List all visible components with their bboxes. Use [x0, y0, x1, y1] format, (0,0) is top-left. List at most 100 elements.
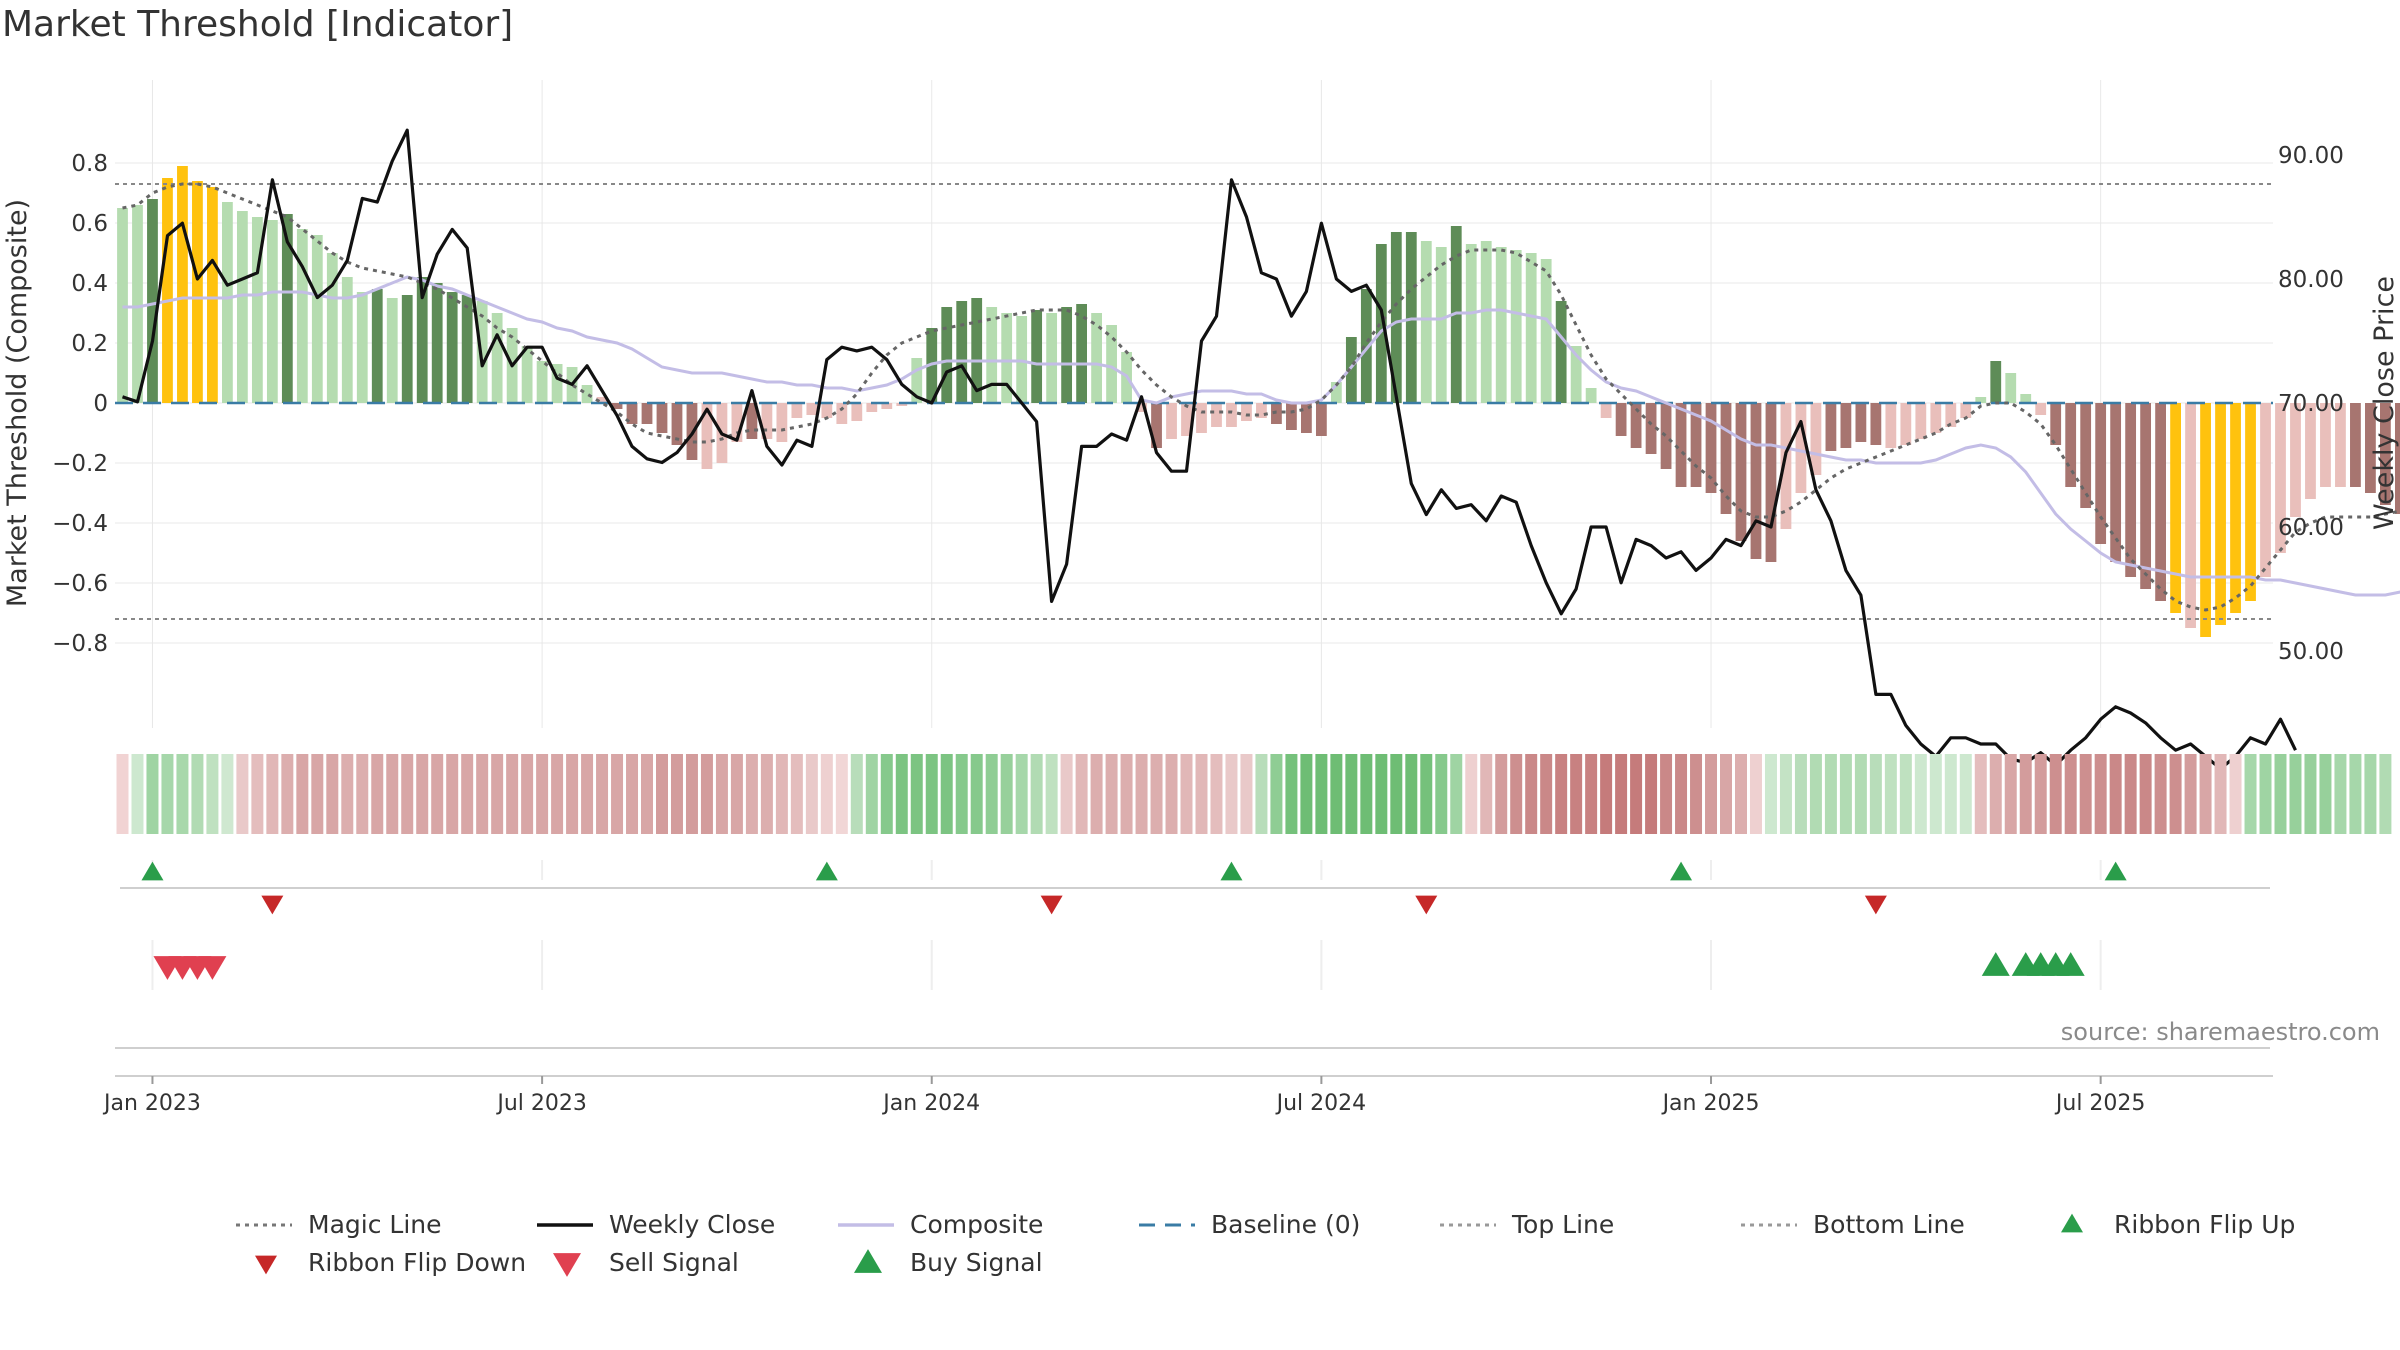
- ribbon-cell: [1225, 754, 1238, 834]
- ribbon-cell: [1270, 754, 1283, 834]
- ribbon-cell: [581, 754, 594, 834]
- composite-bar: [2065, 403, 2077, 487]
- composite-bar: [1810, 403, 1822, 475]
- composite-bar: [1256, 403, 1267, 418]
- composite-bar: [296, 229, 308, 403]
- composite-bar: [1795, 403, 1807, 493]
- ribbon-cell: [1015, 754, 1028, 834]
- ribbon-cell: [2259, 754, 2272, 834]
- ribbon-cell: [1570, 754, 1583, 834]
- ribbon-cell: [1600, 754, 1613, 834]
- ribbon-cell: [641, 754, 654, 834]
- composite-bar: [1975, 397, 1987, 403]
- ribbon-cell: [1615, 754, 1628, 834]
- composite-bar: [1031, 310, 1043, 403]
- ribbon-cell: [491, 754, 504, 834]
- composite-bar: [1076, 304, 1087, 403]
- ribbon-cell: [745, 754, 758, 834]
- ribbon-cell: [970, 754, 983, 834]
- composite-bar: [1780, 403, 1792, 529]
- ribbon-flip-up-marker: [141, 861, 164, 881]
- ribbon-cell: [1465, 754, 1478, 834]
- ribbon-cell: [1989, 754, 2002, 834]
- y-tick-label: 0.8: [71, 151, 108, 177]
- ribbon-cell: [2139, 754, 2152, 834]
- composite-bar: [1151, 403, 1162, 448]
- x-tick-label: Jul 2025: [2054, 1091, 2146, 1116]
- composite-bar: [2290, 403, 2301, 517]
- composite-bar: [1286, 403, 1297, 430]
- ribbon-cell: [1345, 754, 1358, 834]
- ribbon-cell: [655, 754, 668, 834]
- composite-bar: [1525, 253, 1537, 403]
- ribbon-flip-down-marker: [1415, 895, 1438, 915]
- legend-label: Top Line: [1511, 1210, 1614, 1239]
- composite-bar: [1106, 325, 1117, 403]
- composite-line: [122, 275, 2400, 597]
- y2-tick-label: 50.00: [2278, 639, 2344, 665]
- ribbon-cell: [1315, 754, 1328, 834]
- composite-bar: [881, 403, 893, 409]
- ribbon-cell: [2184, 754, 2197, 834]
- ribbon-cell: [2289, 754, 2302, 834]
- legend-label: Buy Signal: [910, 1248, 1043, 1277]
- composite-bar: [1855, 403, 1867, 442]
- y2-tick-label: 80.00: [2278, 267, 2344, 293]
- ribbon-cell: [2379, 754, 2392, 834]
- ribbon-cell: [2169, 754, 2182, 834]
- composite-bar: [311, 235, 323, 403]
- ribbon-cell: [266, 754, 279, 834]
- ribbon-flip-down-marker: [1864, 895, 1887, 915]
- ribbon-cell: [1720, 754, 1733, 834]
- ribbon-cell: [116, 754, 129, 834]
- ribbon-cell: [1779, 754, 1792, 834]
- ribbon-cell: [820, 754, 833, 834]
- ribbon-cell: [356, 754, 369, 834]
- ribbon-cell: [2154, 754, 2167, 834]
- ribbon-cell: [910, 754, 923, 834]
- composite-bar: [222, 202, 233, 403]
- composite-bar: [356, 292, 368, 403]
- y-tick-label: 0: [93, 391, 108, 417]
- ribbon-flip-up-marker: [1670, 861, 1693, 881]
- ribbon-cell: [1255, 754, 1268, 834]
- composite-bar: [326, 253, 338, 403]
- ribbon-cell: [1839, 754, 1852, 834]
- composite-bar: [1046, 313, 1058, 403]
- ribbon-cell: [476, 754, 489, 834]
- composite-bar: [341, 277, 353, 403]
- composite-bar: [1585, 388, 1597, 403]
- composite-bar: [1166, 403, 1177, 439]
- ribbon-cell: [1705, 754, 1718, 834]
- ribbon-cell: [416, 754, 429, 834]
- composite-bar: [1480, 241, 1492, 403]
- ribbon-cell: [2004, 754, 2017, 834]
- x-tick-label: Jan 2023: [102, 1091, 201, 1116]
- composite-bar: [1061, 307, 1073, 403]
- ribbon-cell: [461, 754, 474, 834]
- ribbon-cell: [311, 754, 324, 834]
- ribbon-cell: [1030, 754, 1043, 834]
- buy-signal-marker: [2056, 952, 2085, 976]
- ribbon-cell: [341, 754, 354, 834]
- ribbon-cell: [2199, 754, 2212, 834]
- ribbon-cell: [670, 754, 683, 834]
- y2-axis-label: Weekly Close Price: [2369, 276, 2400, 530]
- ribbon-cell: [835, 754, 848, 834]
- composite-bar: [2335, 403, 2346, 487]
- composite-bar: [2155, 403, 2166, 601]
- ribbon-cell: [2034, 754, 2047, 834]
- y-tick-label: 0.4: [71, 271, 108, 297]
- composite-bar: [701, 403, 713, 469]
- composite-bar: [2215, 403, 2226, 625]
- composite-bar: [2185, 403, 2196, 628]
- ribbon-cell: [985, 754, 998, 834]
- ribbon-cell: [161, 754, 174, 834]
- ribbon-cell: [790, 754, 803, 834]
- ribbon-cell: [1480, 754, 1493, 834]
- composite-bar: [1420, 241, 1432, 403]
- ribbon-cell: [1120, 754, 1133, 834]
- magic-line: [122, 182, 2400, 612]
- ribbon-cell: [2064, 754, 2077, 834]
- composite-bar: [911, 358, 923, 403]
